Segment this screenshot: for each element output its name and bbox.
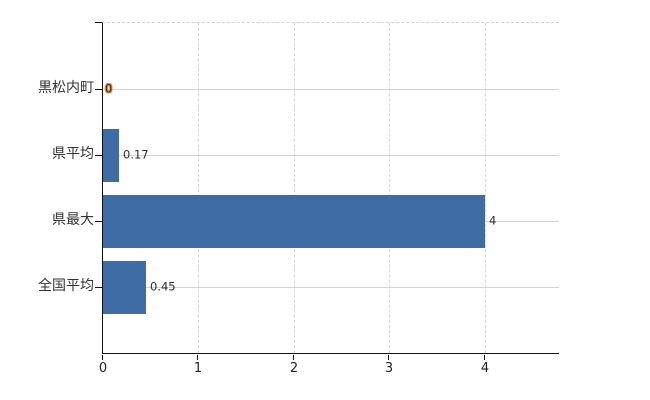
value-label: 0 bbox=[105, 81, 113, 96]
x-tick-label: 0 bbox=[98, 361, 108, 376]
x-axis-tick bbox=[197, 355, 198, 360]
x-axis-tick bbox=[293, 355, 294, 360]
x-tick-label: 4 bbox=[480, 361, 490, 376]
horizontal-gridline bbox=[103, 287, 559, 288]
vertical-gridline bbox=[294, 23, 295, 353]
x-axis-tick bbox=[102, 355, 103, 360]
y-axis-top-tick bbox=[95, 22, 102, 23]
value-label: 4 bbox=[489, 213, 497, 228]
x-axis-tick bbox=[388, 355, 389, 360]
horizontal-gridline bbox=[103, 155, 559, 156]
category-label: 全国平均 bbox=[38, 278, 94, 294]
x-tick-label: 3 bbox=[384, 361, 394, 376]
y-axis-tick bbox=[95, 155, 102, 156]
x-tick-label: 2 bbox=[289, 361, 299, 376]
x-axis-labels: 0 1 2 3 4 bbox=[98, 355, 559, 391]
category-label: 県平均 bbox=[52, 146, 94, 162]
horizontal-gridline bbox=[103, 89, 559, 90]
y-axis-tick bbox=[95, 221, 102, 222]
category-label: 県最大 bbox=[52, 212, 94, 228]
y-axis-tick bbox=[95, 287, 102, 288]
x-axis-tick bbox=[484, 355, 485, 360]
vertical-gridline bbox=[485, 23, 486, 353]
bar bbox=[103, 129, 119, 182]
bar bbox=[103, 261, 146, 314]
y-axis-labels: 黒松内町県平均県最大全国平均 bbox=[0, 22, 94, 354]
category-label: 黒松内町 bbox=[38, 80, 94, 96]
bar bbox=[103, 195, 485, 248]
x-tick-label: 1 bbox=[193, 361, 203, 376]
vertical-gridline bbox=[198, 23, 199, 353]
vertical-gridline bbox=[389, 23, 390, 353]
value-label: 0.45 bbox=[150, 279, 176, 294]
y-axis-tick bbox=[95, 89, 102, 90]
value-label: 0.17 bbox=[123, 147, 149, 162]
plot-area: 0 0.17 4 0.45 bbox=[95, 22, 559, 354]
